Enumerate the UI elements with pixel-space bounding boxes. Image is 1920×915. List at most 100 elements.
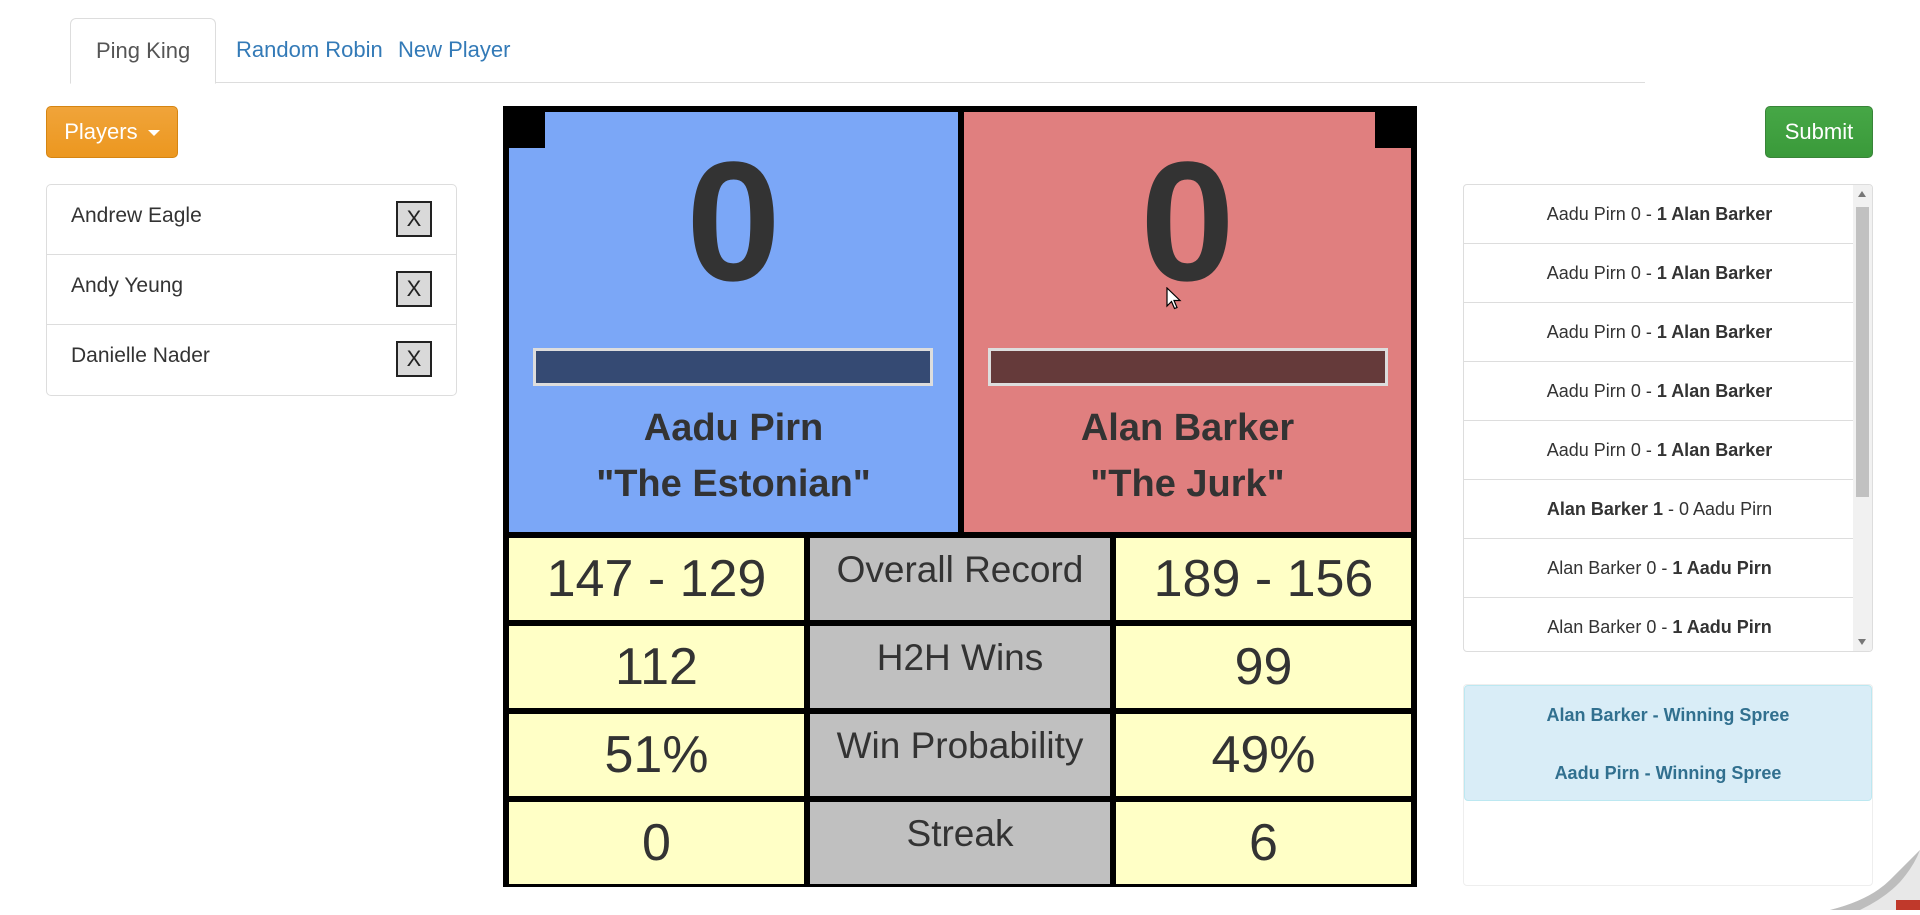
left-h2h-wins: 112 [509, 626, 804, 708]
match-score1: 0 [1646, 558, 1657, 578]
match-player1: Aadu Pirn [1546, 204, 1626, 224]
stat-label: H2H Wins [810, 626, 1110, 708]
stat-label: Win Probability [810, 714, 1110, 796]
list-item: Andrew Eagle X [47, 185, 456, 255]
match-player2: Alan Barker [1671, 322, 1773, 342]
right-win-probability: 49% [1116, 714, 1411, 796]
player-name: Andrew Eagle [71, 204, 202, 227]
right-player-score[interactable]: 0 [1140, 127, 1235, 317]
right-h2h-wins: 99 [1116, 626, 1411, 708]
right-player-name: Alan Barker "The Jurk" [964, 400, 1411, 512]
match-history-panel[interactable]: Aadu Pirn 0 - 1 Alan Barker Aadu Pirn 0 … [1463, 184, 1873, 652]
match-score2: 1 [1656, 263, 1667, 283]
alerts-panel: Alan Barker - Winning Spree Aadu Pirn - … [1463, 684, 1873, 886]
match-history-scrollbar[interactable] [1853, 185, 1872, 651]
list-item: Andy Yeung X [47, 255, 456, 325]
right-player-panel[interactable]: 0 Alan Barker "The Jurk" [964, 112, 1411, 532]
match-score1: 0 [1630, 263, 1641, 283]
remove-player-button[interactable]: X [396, 341, 432, 377]
match-score1: 0 [1630, 204, 1641, 224]
left-overall-record: 147 - 129 [509, 538, 804, 620]
match-player2: Alan Barker [1671, 263, 1773, 283]
right-player-bar [988, 348, 1388, 386]
winning-spree-alert: Alan Barker - Winning Spree Aadu Pirn - … [1464, 685, 1872, 801]
right-player-fullname: Alan Barker [1080, 407, 1295, 449]
match-score2: 1 [1656, 204, 1667, 224]
left-player-fullname: Aadu Pirn [643, 407, 824, 449]
left-streak: 0 [509, 802, 804, 884]
left-corner-square[interactable] [509, 112, 545, 148]
match-player1: Alan Barker [1547, 558, 1642, 578]
match-player1: Alan Barker [1546, 499, 1648, 519]
selected-players-list: Andrew Eagle X Andy Yeung X Danielle Nad… [46, 184, 457, 396]
tab-new-player[interactable]: New Player [398, 37, 511, 62]
match-player2: Alan Barker [1671, 381, 1773, 401]
match-score1: 0 [1630, 440, 1641, 460]
match-item[interactable]: Aadu Pirn 0 - 1 Alan Barker [1464, 421, 1855, 480]
match-player1: Aadu Pirn [1546, 322, 1626, 342]
match-score1: 1 [1652, 499, 1663, 519]
stats-row-win-probability: 51% Win Probability 49% [509, 714, 1411, 796]
match-player2: Aadu Pirn [1686, 617, 1772, 637]
stats-row-h2h-wins: 112 H2H Wins 99 [509, 626, 1411, 708]
match-score2: 1 [1656, 381, 1667, 401]
players-dropdown-button[interactable]: Players [46, 106, 178, 158]
match-score2: 1 [1672, 558, 1683, 578]
match-player2: Aadu Pirn [1686, 558, 1772, 578]
stats-row-streak: 0 Streak 6 [509, 802, 1411, 884]
match-history-list: Aadu Pirn 0 - 1 Alan Barker Aadu Pirn 0 … [1464, 185, 1855, 651]
stats-row-overall-record: 147 - 129 Overall Record 189 - 156 [509, 538, 1411, 620]
left-player-name: Aadu Pirn "The Estonian" [509, 400, 958, 512]
page-curl-icon [1830, 850, 1920, 910]
match-player2: Alan Barker [1671, 440, 1773, 460]
tab-random-robin[interactable]: Random Robin [236, 37, 383, 62]
remove-player-button[interactable]: X [396, 201, 432, 237]
match-score2: 1 [1656, 440, 1667, 460]
right-overall-record: 189 - 156 [1116, 538, 1411, 620]
caret-down-icon [147, 130, 160, 137]
players-button-label: Players [64, 119, 138, 144]
right-streak: 6 [1116, 802, 1411, 884]
alert-item: Aadu Pirn - Winning Spree [1554, 763, 1782, 783]
alert-item: Alan Barker - Winning Spree [1546, 705, 1790, 725]
left-player-panel[interactable]: 0 Aadu Pirn "The Estonian" [509, 112, 958, 532]
match-player2: Alan Barker [1671, 204, 1773, 224]
match-score1: 0 [1630, 322, 1641, 342]
remove-player-button[interactable]: X [396, 271, 432, 307]
scoreboard: 0 Aadu Pirn "The Estonian" 0 Alan Barker… [503, 106, 1417, 887]
right-corner-square[interactable] [1375, 112, 1411, 148]
stat-label: Overall Record [810, 538, 1110, 620]
player-name: Andy Yeung [71, 274, 184, 297]
match-item[interactable]: Aadu Pirn 0 - 1 Alan Barker [1464, 244, 1855, 303]
match-score2: 1 [1656, 322, 1667, 342]
match-score2: 1 [1672, 617, 1683, 637]
submit-button[interactable]: Submit [1765, 106, 1873, 158]
left-player-nickname: "The Estonian" [596, 463, 871, 505]
left-player-bar [533, 348, 933, 386]
match-item[interactable]: Aadu Pirn 0 - 1 Alan Barker [1464, 185, 1855, 244]
scroll-thumb[interactable] [1856, 207, 1869, 497]
match-item[interactable]: Alan Barker 0 - 1 Aadu Pirn [1464, 539, 1855, 598]
match-score2: 0 [1679, 499, 1690, 519]
match-item[interactable]: Alan Barker 0 - 1 Aadu Pirn [1464, 598, 1855, 651]
right-player-nickname: "The Jurk" [1090, 463, 1285, 505]
match-score1: 0 [1630, 381, 1641, 401]
match-score1: 0 [1646, 617, 1657, 637]
scroll-up-arrow-icon[interactable] [1858, 191, 1866, 197]
match-item[interactable]: Aadu Pirn 0 - 1 Alan Barker [1464, 303, 1855, 362]
stat-label: Streak [810, 802, 1110, 884]
match-player1: Aadu Pirn [1546, 263, 1626, 283]
list-item: Danielle Nader X [47, 325, 456, 395]
player-name: Danielle Nader [71, 344, 210, 367]
tab-ping-king[interactable]: Ping King [70, 18, 217, 84]
match-player1: Aadu Pirn [1546, 381, 1626, 401]
left-player-score[interactable]: 0 [686, 127, 781, 317]
match-player2: Aadu Pirn [1693, 499, 1773, 519]
match-player1: Alan Barker [1547, 617, 1642, 637]
match-player1: Aadu Pirn [1546, 440, 1626, 460]
scroll-down-arrow-icon[interactable] [1858, 639, 1866, 645]
mouse-cursor-icon [1166, 286, 1182, 316]
nav-tabs: Ping King Random Robin New Player [70, 18, 1645, 84]
match-item[interactable]: Aadu Pirn 0 - 1 Alan Barker [1464, 362, 1855, 421]
match-item[interactable]: Alan Barker 1 - 0 Aadu Pirn [1464, 480, 1855, 539]
